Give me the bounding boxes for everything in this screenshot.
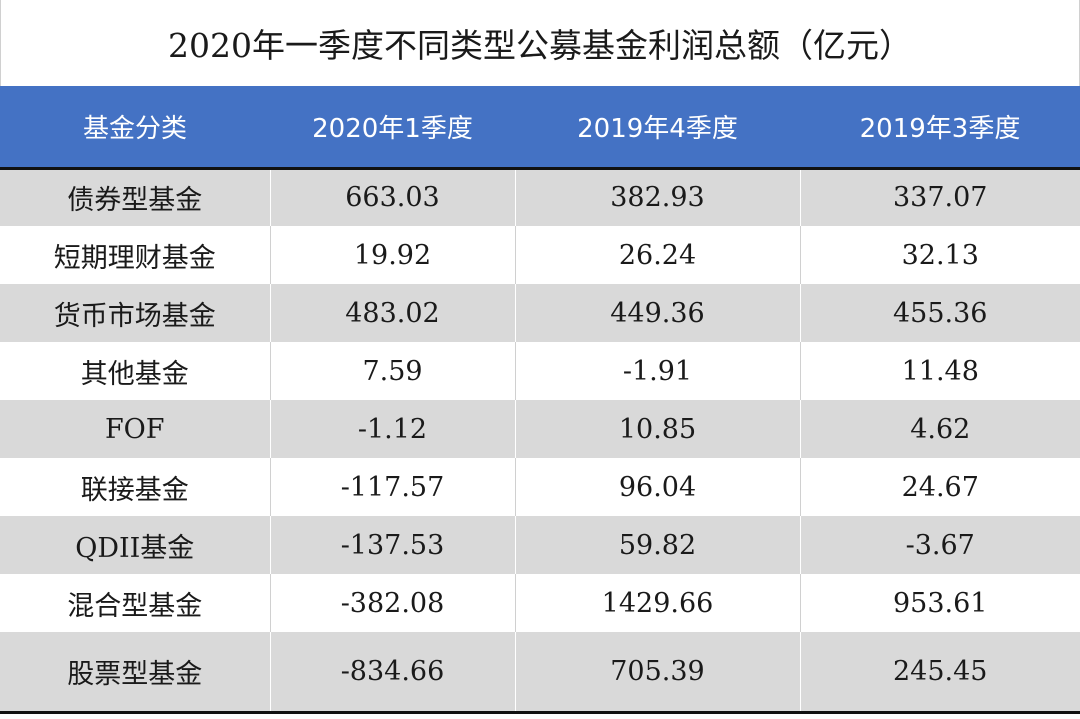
value-cell: 11.48 — [799, 342, 1080, 400]
header-cell-2019q3: 2019年3季度 — [800, 86, 1080, 170]
row-label-cell: FOF — [104, 413, 165, 445]
table-row: QDII基金 -137.53 59.82 -3.67 — [0, 516, 1080, 574]
value-cell: 19.92 — [269, 226, 515, 284]
value-cell: -137.53 — [269, 516, 515, 574]
table-row: 债券型基金 663.03 382.93 337.07 — [0, 168, 1080, 226]
row-label-cell: 短期理财基金 — [53, 242, 216, 274]
value-cell: -382.08 — [269, 574, 515, 632]
value-cell: 1429.66 — [514, 574, 800, 632]
value-cell: 663.03 — [269, 168, 515, 226]
value-cell: 59.82 — [514, 516, 800, 574]
table-row: 短期理财基金 19.92 26.24 32.13 — [0, 226, 1080, 284]
row-label-cell: 混合型基金 — [67, 590, 203, 622]
value-cell: 96.04 — [514, 458, 800, 516]
value-cell: 953.61 — [799, 574, 1080, 632]
row-label-cell: 联接基金 — [80, 474, 189, 506]
value-cell: 245.45 — [799, 632, 1080, 714]
value-cell: 483.02 — [269, 284, 515, 342]
table-row: 股票型基金 -834.66 705.39 245.45 — [0, 632, 1080, 714]
value-cell: -834.66 — [269, 632, 515, 714]
value-cell: 24.67 — [799, 458, 1080, 516]
value-cell: 337.07 — [799, 168, 1080, 226]
value-cell: 705.39 — [514, 632, 800, 714]
table-row: 货币市场基金 483.02 449.36 455.36 — [0, 284, 1080, 342]
table-body: 债券型基金 663.03 382.93 337.07 短期理财基金 19.92 26.24 3… — [0, 168, 1080, 714]
header-cell-2019q4: 2019年4季度 — [515, 86, 800, 170]
row-label-cell: 其他基金 — [80, 358, 189, 390]
value-cell: 10.85 — [514, 400, 800, 458]
value-cell: -117.57 — [269, 458, 515, 516]
value-cell: -1.12 — [269, 400, 515, 458]
value-cell: 4.62 — [799, 400, 1080, 458]
value-cell: 382.93 — [514, 168, 800, 226]
row-label-cell: 股票型基金 — [0, 632, 270, 714]
table-row: 联接基金 -117.57 96.04 24.67 — [0, 458, 1080, 516]
table-title: 2020年一季度不同类型公募基金利润总额（亿元） — [0, 0, 1080, 86]
table-row: 混合型基金 -382.08 1429.66 953.61 — [0, 574, 1080, 632]
row-label-cell: 货币市场基金 — [53, 300, 216, 332]
value-cell: 449.36 — [514, 284, 800, 342]
row-label-cell: 债券型基金 — [67, 185, 203, 217]
header-cell-2020q1: 2020年1季度 — [270, 86, 515, 170]
value-cell: 455.36 — [799, 284, 1080, 342]
row-label-cell: QDII基金 — [75, 532, 195, 564]
value-cell: 7.59 — [269, 342, 515, 400]
value-cell: 26.24 — [514, 226, 800, 284]
header-row: 基金分类 2020年1季度 2019年4季度 2019年3季度 — [0, 86, 1080, 170]
value-cell: 32.13 — [799, 226, 1080, 284]
profit-table: 基金分类 2020年1季度 2019年4季度 2019年3季度 债券型基金 663… — [0, 86, 1080, 714]
table-row: FOF -1.12 10.85 4.62 — [0, 400, 1080, 458]
table-row: 其他基金 7.59 -1.91 11.48 — [0, 342, 1080, 400]
value-cell: -3.67 — [799, 516, 1080, 574]
header-cell-category: 基金分类 — [0, 86, 270, 170]
value-cell: -1.91 — [514, 342, 800, 400]
